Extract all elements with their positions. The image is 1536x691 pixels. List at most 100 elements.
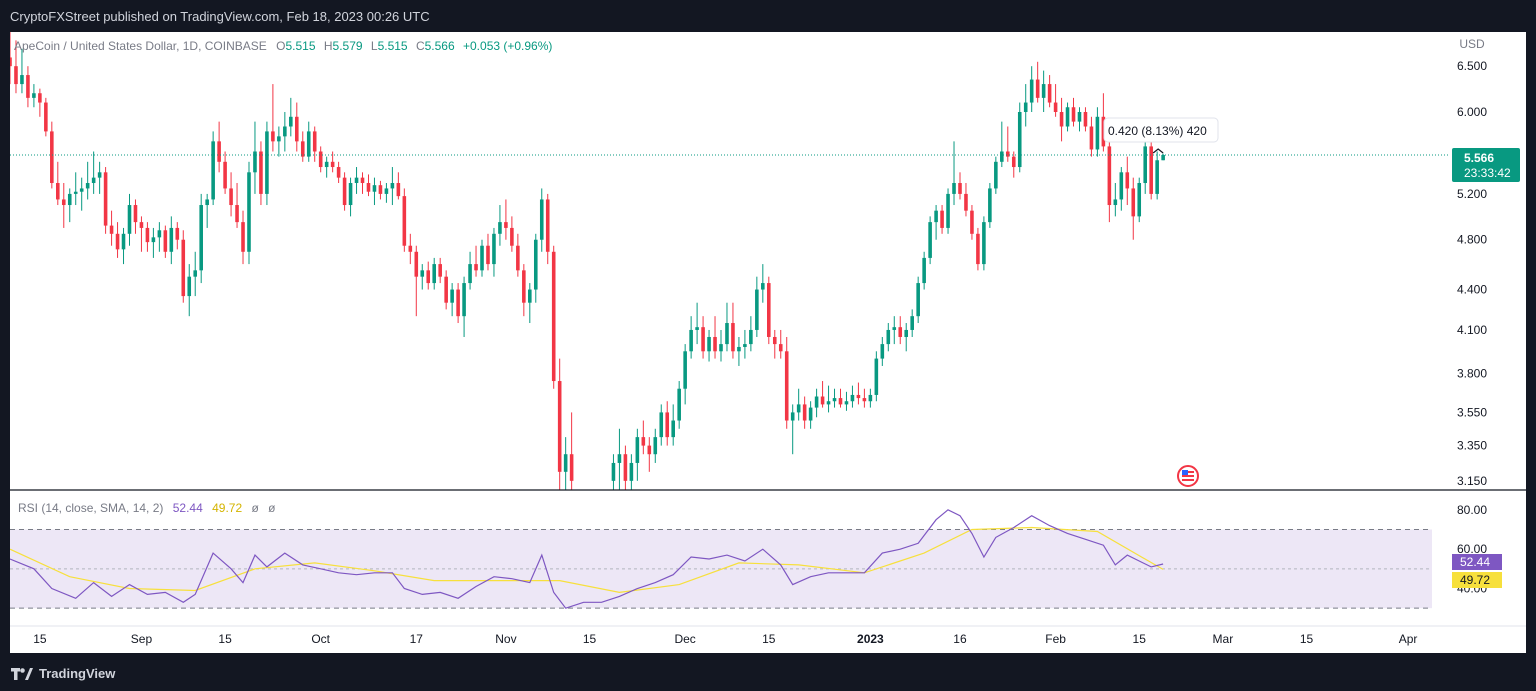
candle bbox=[796, 388, 801, 421]
candle-body bbox=[456, 289, 460, 317]
high-label: H bbox=[324, 39, 333, 53]
candle-body bbox=[265, 131, 269, 194]
candle bbox=[342, 172, 347, 211]
candle bbox=[211, 131, 215, 206]
candle-body bbox=[1119, 172, 1124, 200]
candle bbox=[318, 146, 323, 173]
candle bbox=[1149, 136, 1153, 200]
candle-body bbox=[659, 412, 664, 438]
candle-body bbox=[504, 222, 508, 228]
candle-body bbox=[169, 227, 174, 252]
candle-body bbox=[444, 276, 448, 303]
candle-body bbox=[934, 210, 938, 223]
candle-body bbox=[253, 151, 257, 173]
candle bbox=[946, 188, 950, 234]
candle-body bbox=[480, 245, 484, 271]
tradingview-brand: TradingView bbox=[39, 666, 116, 681]
candle bbox=[814, 388, 819, 418]
candle bbox=[32, 84, 36, 108]
candle-body bbox=[683, 351, 687, 389]
rsi-value-tag: 52.44 bbox=[1452, 554, 1502, 570]
candle-body bbox=[1065, 107, 1070, 127]
time-tick-label: 17 bbox=[410, 632, 424, 646]
candle-body bbox=[964, 193, 968, 211]
candlestick-chart[interactable]: 6.500 6.000 5.200 4.800 4.400 4.100 3.800 3.550… bbox=[8, 32, 1526, 653]
candle bbox=[623, 445, 628, 490]
candle-body bbox=[97, 172, 102, 178]
time-tick-label: 2023 bbox=[857, 632, 884, 646]
tradingview-logo[interactable]: TradingView bbox=[11, 666, 115, 681]
candle-body bbox=[838, 398, 843, 405]
candle-body bbox=[743, 344, 747, 347]
candle bbox=[390, 167, 395, 206]
candle bbox=[20, 48, 24, 94]
candle bbox=[826, 385, 831, 413]
rsi-sma-value: 49.72 bbox=[212, 501, 242, 515]
svg-text:ApeCoin / United States Dollar: ApeCoin / United States Dollar, 1D, COIN… bbox=[14, 39, 552, 53]
candle-body bbox=[1077, 112, 1082, 122]
candle-body bbox=[211, 141, 215, 200]
rsi-value: 52.44 bbox=[173, 501, 203, 515]
candle-body bbox=[772, 336, 777, 345]
candle bbox=[982, 216, 986, 271]
candle bbox=[1041, 70, 1046, 113]
candle-body bbox=[1149, 146, 1153, 194]
candle-body bbox=[151, 237, 156, 243]
candle bbox=[163, 225, 168, 258]
published-by-text: CryptoFXStreet published on TradingView.… bbox=[10, 9, 430, 24]
high-value: 5.579 bbox=[333, 39, 363, 53]
candle-body bbox=[767, 283, 771, 337]
rsi-sma-line bbox=[9, 526, 1164, 594]
time-tick-label: 15 bbox=[218, 632, 232, 646]
candle-body bbox=[157, 230, 162, 238]
candle-body bbox=[408, 245, 413, 252]
candle-body bbox=[988, 188, 992, 223]
candle-body bbox=[44, 102, 48, 132]
candle bbox=[689, 316, 693, 359]
candle bbox=[629, 454, 634, 490]
candle-body bbox=[707, 336, 711, 352]
candle-body bbox=[713, 336, 717, 352]
candle-body bbox=[689, 329, 693, 352]
candle bbox=[324, 156, 329, 178]
candle-body bbox=[946, 193, 950, 228]
candle-body bbox=[38, 93, 42, 103]
candle bbox=[928, 216, 932, 265]
price-tick-label: 5.200 bbox=[1457, 187, 1487, 201]
candle-body bbox=[647, 445, 652, 455]
candle-body bbox=[653, 437, 658, 455]
candle-body bbox=[324, 161, 329, 168]
candle-body bbox=[61, 199, 66, 206]
rsi-extra-1: ø bbox=[251, 501, 259, 515]
candle-body bbox=[796, 404, 801, 413]
candle-body bbox=[396, 183, 401, 197]
candle-body bbox=[665, 412, 670, 438]
candle bbox=[862, 388, 867, 408]
candle bbox=[761, 264, 765, 303]
candle bbox=[1047, 75, 1052, 108]
rsi-label: RSI (14, close, SMA, 14, 2) bbox=[18, 501, 163, 515]
candle bbox=[247, 161, 251, 265]
candle bbox=[492, 227, 496, 277]
us-flag-icon[interactable] bbox=[1177, 465, 1199, 487]
candle bbox=[133, 199, 138, 234]
candle bbox=[85, 161, 90, 200]
candle bbox=[1161, 153, 1165, 161]
candle bbox=[384, 183, 389, 203]
candle-body bbox=[300, 141, 305, 157]
candle bbox=[235, 183, 239, 228]
candle bbox=[904, 323, 909, 352]
candle bbox=[683, 344, 687, 405]
candle-body bbox=[462, 283, 466, 317]
price-tick-label: 4.100 bbox=[1457, 323, 1487, 337]
candle bbox=[306, 121, 311, 162]
candle-body bbox=[677, 388, 681, 421]
chart-frame[interactable]: 6.500 6.000 5.200 4.800 4.400 4.100 3.800 3.550… bbox=[8, 32, 1526, 653]
candle-body bbox=[1125, 172, 1130, 189]
candle bbox=[432, 257, 437, 290]
candle bbox=[438, 257, 442, 284]
candle bbox=[217, 121, 221, 173]
candle-body bbox=[671, 420, 675, 438]
candle bbox=[498, 205, 502, 246]
candle bbox=[713, 316, 717, 359]
